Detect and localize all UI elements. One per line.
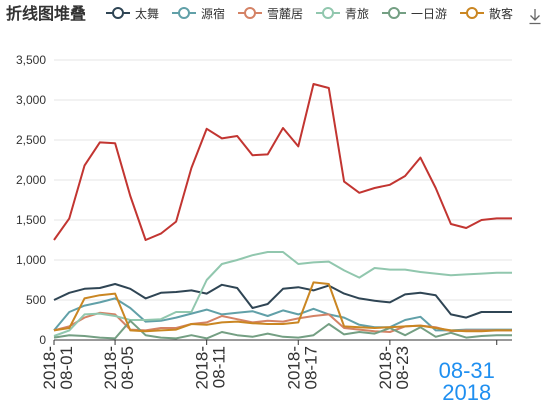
chart-grid: [54, 59, 512, 341]
series-line[interactable]: [53, 281, 512, 333]
legend-label: 一日游: [411, 7, 447, 21]
svg-text:2018-08-11: 2018-08-11: [193, 346, 229, 389]
legend-item[interactable]: 青旅: [316, 7, 369, 21]
legend-item[interactable]: 雪麓居: [238, 7, 303, 21]
y-tick-label: 0: [39, 333, 46, 347]
legend-label: 源宿: [201, 6, 225, 21]
legend-item[interactable]: 太舞: [106, 6, 159, 21]
svg-text:2018-08-05: 2018-08-05: [101, 346, 137, 389]
y-tick-label: 3,500: [16, 53, 46, 67]
download-icon[interactable]: [529, 9, 541, 25]
x-tick-label: 08-31 2018: [439, 358, 495, 405]
y-tick-label: 2,000: [16, 173, 46, 187]
legend-marker: [466, 7, 478, 19]
y-tick-label: 2,500: [16, 133, 46, 147]
legend-marker: [322, 7, 334, 19]
x-tick-label: 2018-08-11: [193, 346, 229, 389]
svg-text:2018-08-17: 2018-08-17: [284, 346, 320, 389]
svg-text:2018-08-23: 2018-08-23: [376, 346, 412, 389]
chart-legend: 太舞 源宿 雪麓居 青旅 一日游 散客: [106, 6, 513, 21]
y-tick-label: 500: [26, 293, 46, 307]
legend-item[interactable]: 一日游: [382, 7, 447, 21]
x-tick-label: 2018-08-01: [40, 346, 76, 389]
legend-item[interactable]: 源宿: [172, 6, 225, 21]
legend-marker: [112, 7, 124, 19]
legend-label: 散客: [489, 6, 513, 21]
series-line[interactable]: [53, 83, 512, 241]
legend-marker: [178, 7, 190, 19]
x-tick-label: 2018-08-05: [101, 346, 137, 389]
y-tick-label: 1,500: [16, 213, 46, 227]
svg-text:2018-08-01: 2018-08-01: [40, 346, 76, 389]
chart-series: [53, 83, 512, 340]
y-tick-label: 3,000: [16, 93, 46, 107]
legend-label: 青旅: [345, 7, 369, 21]
legend-marker: [388, 7, 400, 19]
legend-item[interactable]: 散客: [460, 6, 513, 21]
series-line[interactable]: [53, 319, 512, 340]
chart-title: 折线图堆叠: [6, 4, 86, 23]
x-tick-label: 2018-08-17: [284, 346, 320, 389]
legend-label: 太舞: [135, 6, 159, 21]
series-line[interactable]: [53, 283, 512, 319]
series-line[interactable]: [53, 297, 512, 332]
y-axis: 0 500 1,000 1,500 2,000 2,500 3,000 3,500: [16, 53, 46, 347]
x-tick-label: 2018-08-23: [376, 346, 412, 389]
x-axis: 2018-08-01 2018-08-05 2018-08-11 2018-08-17…: [40, 340, 498, 405]
legend-marker: [244, 7, 256, 19]
y-tick-label: 1,000: [16, 253, 46, 267]
legend-label: 雪麓居: [267, 7, 303, 21]
